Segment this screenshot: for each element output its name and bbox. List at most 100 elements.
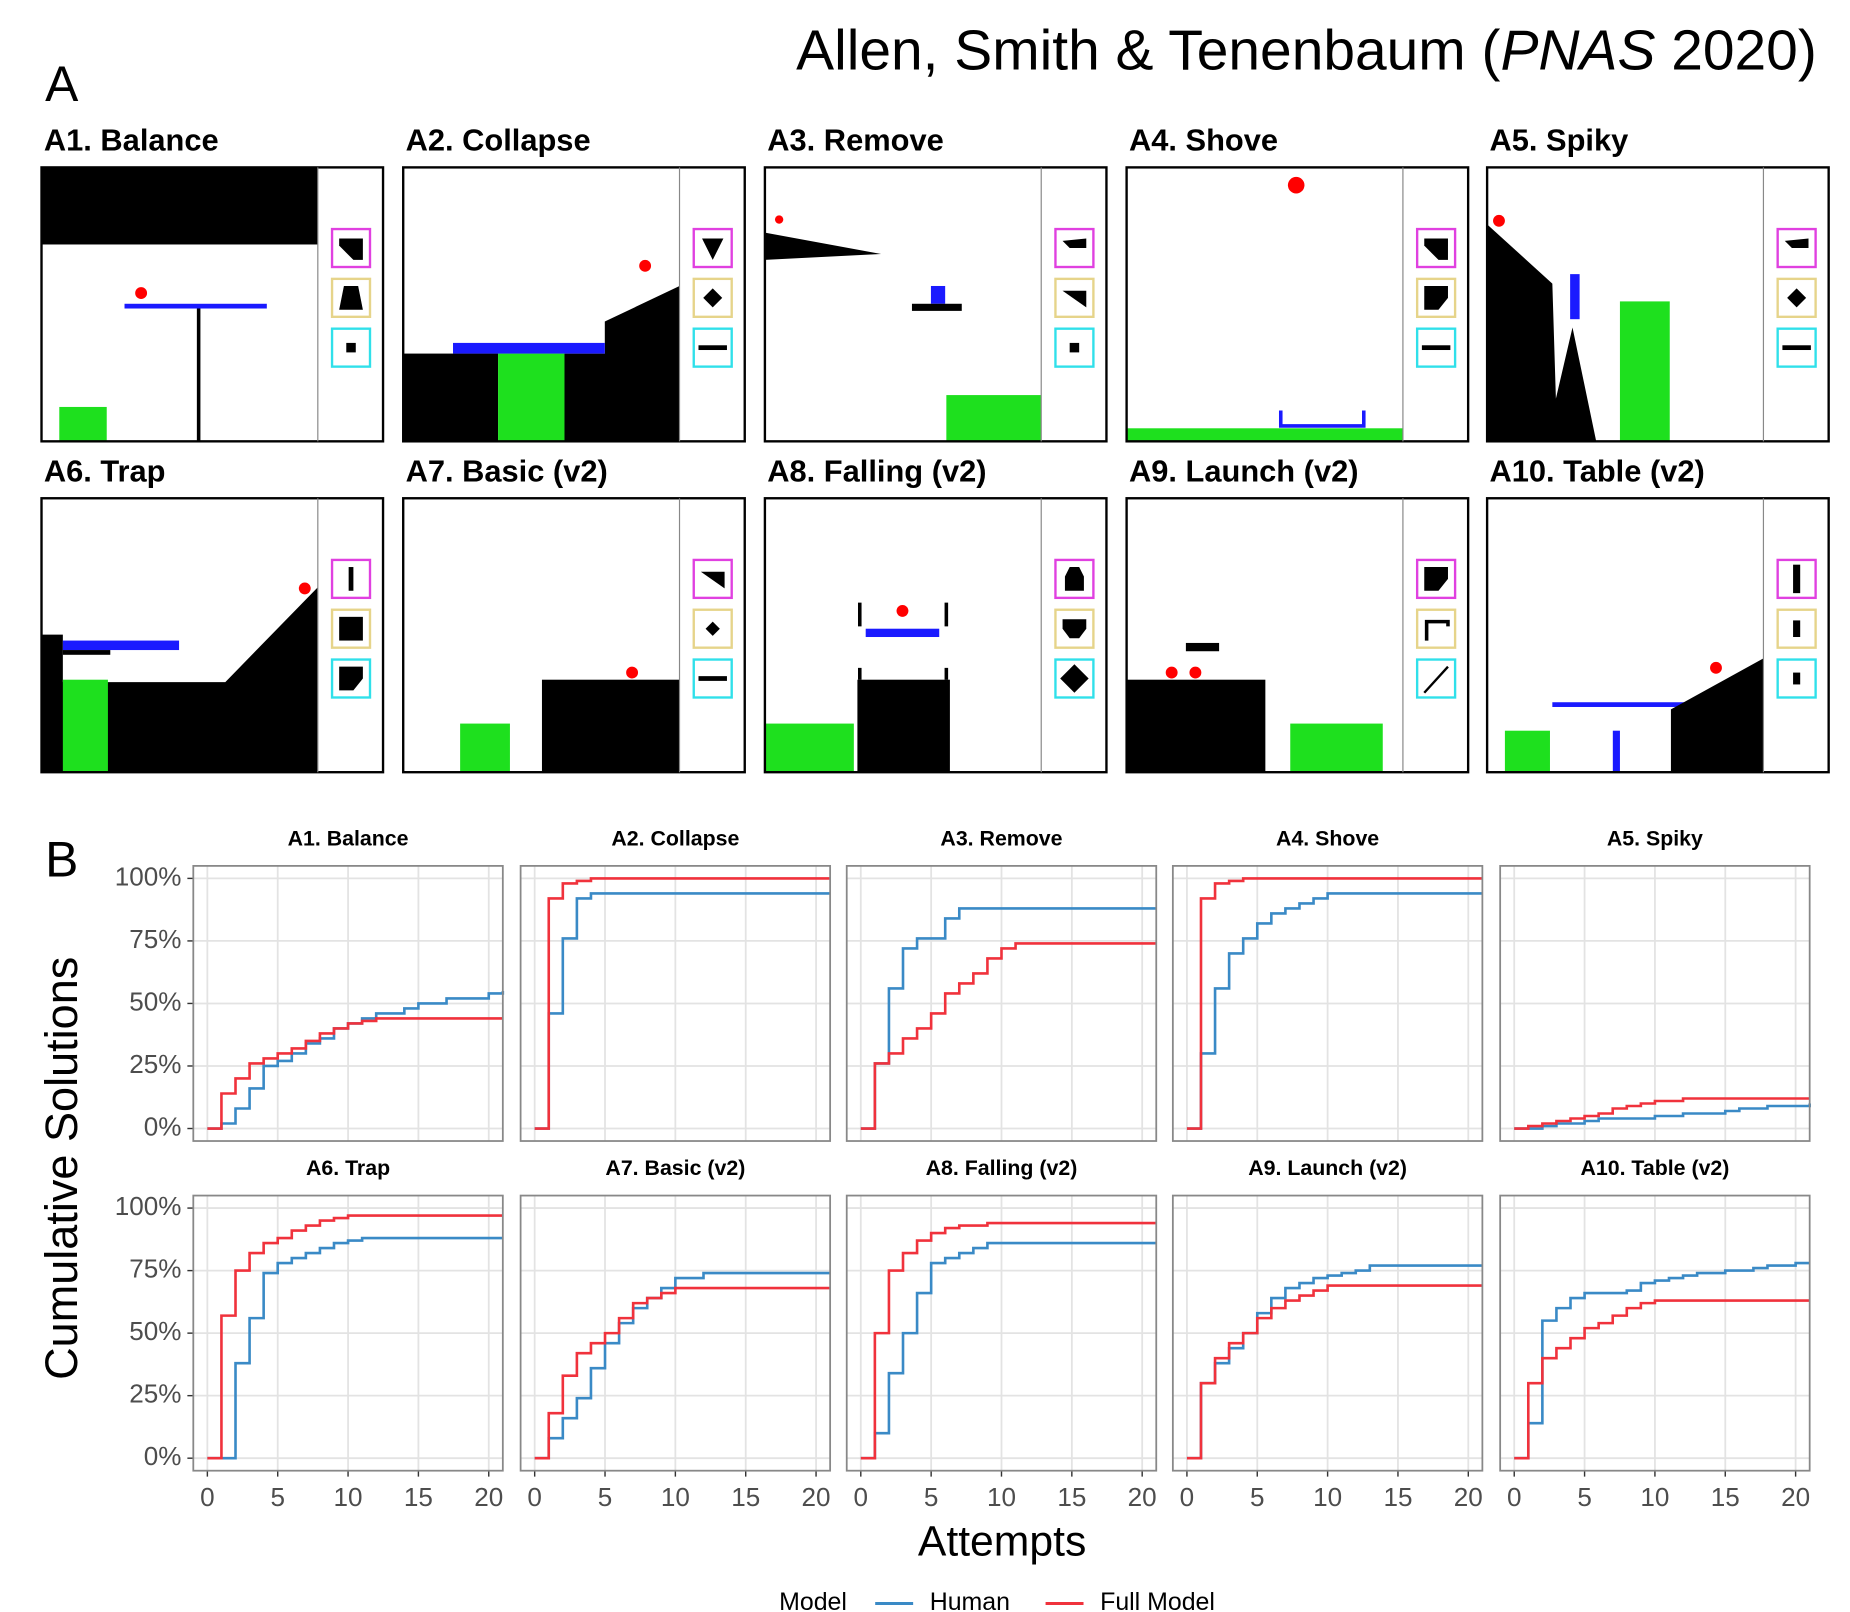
tool-box: [1776, 608, 1817, 649]
x-tick-label: 5: [924, 1482, 939, 1512]
tool-box: [692, 227, 733, 269]
tool-frame: [330, 558, 372, 600]
scene-frame: [763, 497, 1108, 774]
plot-frame: [1171, 1194, 1484, 1472]
y-tick-label: 75%: [129, 924, 181, 954]
scene-shape: [196, 306, 201, 442]
scene-shape: [865, 628, 940, 638]
panel-label: B: [45, 832, 78, 888]
chart: A8. Falling (v2) 0 5 10 15 20: [845, 1156, 1158, 1512]
header-year: 2020): [1655, 19, 1816, 83]
tool-shape: [698, 345, 727, 351]
scene-shape: [135, 287, 148, 300]
chart-title: A9. Launch (v2): [1248, 1156, 1407, 1180]
puzzle-scene: [1125, 166, 1470, 443]
chart: A10. Table (v2) 0 5 10 15 20: [1499, 1156, 1811, 1512]
x-tick-label: 5: [598, 1482, 613, 1512]
scene-shape: [298, 582, 311, 595]
series-line: [860, 907, 1157, 1130]
scene-shape: [1126, 679, 1266, 773]
puzzle-title: A8. Falling (v2): [767, 453, 986, 488]
x-tick-label: 0: [200, 1482, 215, 1512]
tool-box: [330, 558, 372, 600]
chart-title: A8. Falling (v2): [926, 1156, 1078, 1180]
y-tick-label: 75%: [129, 1253, 181, 1283]
scene-frame: [402, 166, 746, 443]
series-line: [1514, 1299, 1810, 1460]
series-line: [207, 1236, 503, 1460]
puzzle-scene: [1125, 497, 1470, 774]
x-tick-label: 10: [1313, 1482, 1342, 1512]
tool-shape: [1782, 345, 1811, 351]
y-tick-label: 25%: [129, 1379, 181, 1409]
scene-shape: [453, 342, 605, 354]
series-line: [534, 1286, 831, 1460]
x-tick-label: 20: [474, 1482, 503, 1512]
scene-shape: [564, 285, 680, 442]
tool-frame: [330, 227, 372, 269]
tool-shape: [705, 621, 720, 636]
plot-frame: [1171, 864, 1484, 1142]
chart: A4. Shove: [1171, 826, 1484, 1142]
puzzle-title: A9. Launch (v2): [1129, 453, 1359, 488]
scene-shape: [541, 679, 680, 773]
tool-box: [1415, 658, 1457, 699]
legend-title: Model: [779, 1588, 847, 1612]
series-line: [860, 942, 1157, 1130]
y-tick-label: 0%: [144, 1441, 182, 1471]
tool-shape: [698, 676, 727, 681]
tool-box: [1054, 608, 1095, 649]
scene-frame: [763, 166, 1108, 443]
series-line: [860, 1221, 1157, 1460]
tool-shape: [700, 571, 725, 589]
chart: A1. Balance 0% 25% 50% 75% 100%: [115, 826, 505, 1142]
scene-shape: [639, 259, 652, 272]
x-tick-label: 20: [1781, 1482, 1810, 1512]
chart: A9. Launch (v2) 0 5 10 15 20: [1171, 1156, 1484, 1512]
scene-shape: [1552, 702, 1705, 707]
tool-shape: [1424, 567, 1448, 591]
tool-box: [1776, 227, 1817, 269]
scene-shape: [62, 640, 180, 651]
scene-shape: [1189, 666, 1202, 679]
tool-frame: [1415, 608, 1457, 649]
puzzle-scene: [1485, 166, 1830, 443]
tool-shape: [1069, 342, 1080, 353]
series-line: [1186, 892, 1483, 1130]
series-line: [534, 892, 831, 1130]
tool-shape: [339, 616, 363, 641]
plot-frame: [845, 864, 1158, 1142]
puzzle-title: A5. Spiky: [1489, 123, 1628, 158]
series-line: [1186, 877, 1483, 1130]
scene-shape: [1185, 642, 1220, 652]
x-tick-label: 5: [1577, 1482, 1592, 1512]
tool-box: [1054, 277, 1095, 319]
scene-shape: [857, 679, 950, 773]
tool-box: [1415, 227, 1457, 269]
puzzle-scene: [763, 497, 1108, 774]
scene-shape: [1487, 224, 1597, 442]
scene-shape: [764, 723, 854, 773]
plot-frame: [519, 864, 832, 1142]
tool-box: [1054, 658, 1095, 699]
scene-shape: [1619, 301, 1670, 442]
scene-shape: [62, 679, 108, 773]
x-tick-label: 0: [1507, 1482, 1522, 1512]
figure-header: Allen, Smith & Tenenbaum (PNAS 2020): [796, 19, 1817, 83]
x-tick-label: 0: [1180, 1482, 1195, 1512]
scene-shape: [1287, 176, 1305, 194]
tool-box: [1415, 558, 1457, 600]
scene-shape: [857, 602, 949, 680]
x-tick-label: 20: [1454, 1482, 1483, 1512]
scene-shape: [124, 303, 267, 309]
plot-frame: [1499, 1194, 1811, 1472]
tool-shape: [1064, 567, 1084, 591]
tool-box: [1776, 558, 1817, 600]
tool-shape: [1423, 665, 1449, 694]
scene-frame: [1125, 166, 1470, 443]
tool-box: [1054, 227, 1095, 269]
plot-frame: [192, 864, 504, 1142]
tool-box: [692, 327, 733, 368]
